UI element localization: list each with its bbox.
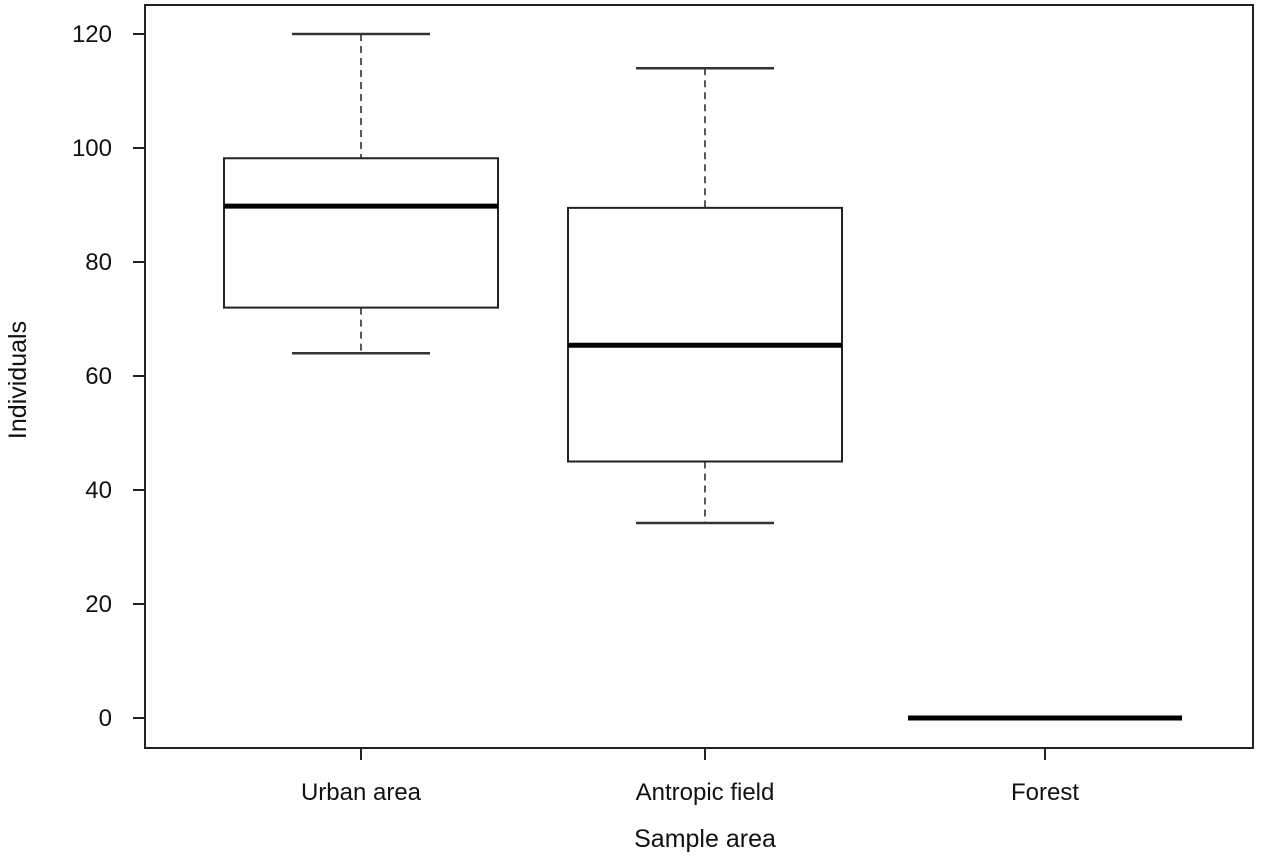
boxes	[223, 32, 1182, 721]
y-tick-label: 100	[72, 135, 112, 162]
box-urban-area	[223, 32, 499, 355]
x-tick-label: Forest	[1011, 779, 1079, 806]
iqr-box	[567, 206, 843, 463]
y-tick-label: 40	[85, 477, 112, 504]
y-axis-title: Individuals	[4, 321, 32, 439]
x-tick-label: Antropic field	[636, 779, 775, 806]
y-tick-label: 0	[99, 705, 112, 732]
x-axis: Urban area Antropic field Forest	[301, 748, 1079, 806]
y-tick-label: 120	[72, 21, 112, 48]
iqr-box	[223, 157, 499, 309]
y-axis: 0 20 40 60 80 100 120	[72, 21, 145, 732]
y-tick-label: 20	[85, 591, 112, 618]
x-axis-title: Sample area	[634, 825, 776, 853]
x-tick-label: Urban area	[301, 779, 422, 806]
y-tick-label: 80	[85, 249, 112, 276]
box-antropic-field	[567, 66, 843, 525]
y-tick-label: 60	[85, 363, 112, 390]
